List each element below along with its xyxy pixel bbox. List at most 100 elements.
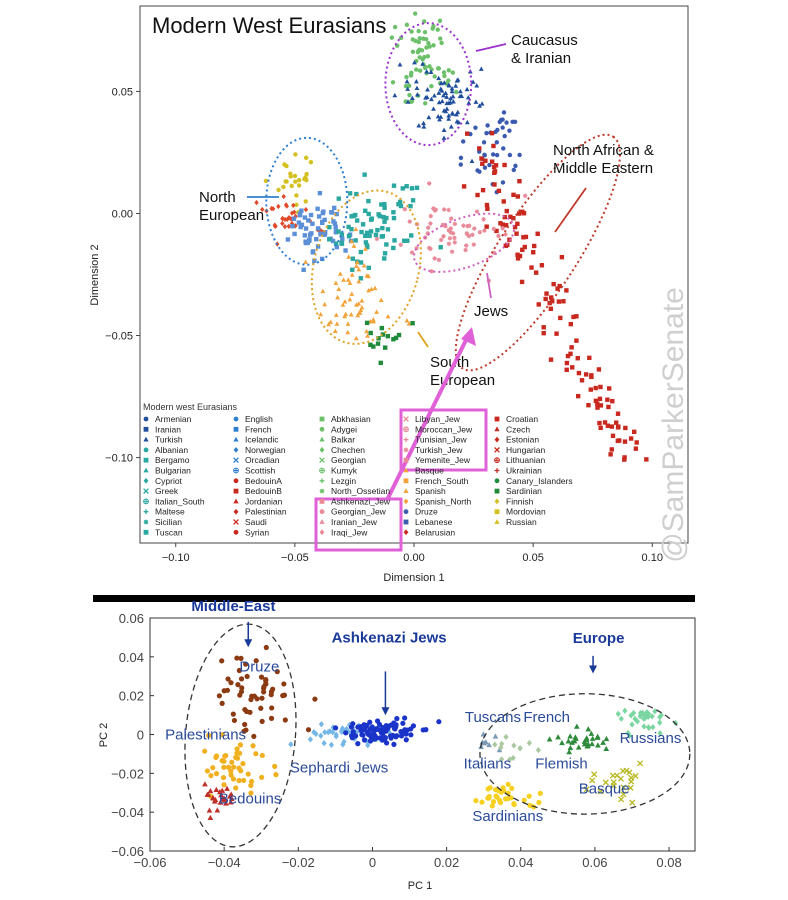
top-point: [410, 320, 415, 326]
top-point: [597, 420, 602, 426]
top-point: [605, 423, 611, 428]
bottom-point: [507, 756, 513, 763]
top-point: [503, 232, 508, 237]
top-legend-label: Greek: [155, 486, 179, 496]
bottom-point: [374, 725, 380, 732]
bottom-point: [217, 799, 224, 805]
top-cluster-label: North European: [199, 189, 264, 224]
top-point: [381, 214, 386, 220]
top-point: [376, 336, 381, 341]
bottom-point: [492, 741, 498, 748]
top-point: [346, 224, 351, 230]
top-point: [515, 256, 521, 261]
top-point: [391, 183, 397, 188]
top-point: [515, 252, 520, 257]
top-point: [276, 203, 281, 210]
bottom-point: [585, 726, 592, 732]
top-point: [355, 312, 361, 318]
bottom-point: [243, 727, 249, 733]
top-point: [502, 133, 507, 139]
top-point: [441, 135, 447, 140]
top-point: [441, 80, 447, 85]
top-point: [284, 163, 289, 169]
bottom-point: [281, 692, 288, 698]
top-point: [354, 259, 360, 265]
top-point: [564, 288, 569, 293]
bottom-x-tick-label: 0: [369, 855, 376, 870]
bottom-point: [629, 799, 636, 806]
top-x-tick-label: −0.10: [162, 552, 190, 564]
highlight-arrow-head: [461, 327, 476, 346]
top-point: [393, 335, 399, 341]
top-point: [353, 238, 358, 243]
top-point: [628, 436, 634, 441]
top-cluster-pointer: [417, 331, 429, 348]
top-legend-marker: [143, 426, 149, 432]
bottom-point: [207, 787, 214, 794]
top-legend-label: Albanian: [155, 445, 188, 455]
top-legend-marker: [319, 499, 325, 504]
top-point: [406, 321, 412, 326]
bottom-point: [622, 707, 628, 714]
top-point: [432, 208, 438, 213]
top-point: [457, 88, 463, 94]
bottom-point: [223, 752, 229, 759]
top-point: [337, 271, 343, 276]
bottom-point: [348, 724, 354, 730]
top-point: [551, 281, 556, 287]
bottom-group-label: Basque: [579, 781, 630, 798]
top-point: [429, 269, 434, 274]
top-legend-label: Adygei: [331, 424, 357, 434]
bottom-point: [646, 724, 652, 732]
top-legend-marker: [319, 436, 325, 442]
top-point: [289, 183, 294, 189]
bottom-point: [394, 716, 400, 722]
top-point: [347, 280, 353, 285]
top-legend-marker: [143, 447, 149, 453]
bottom-point: [650, 723, 656, 731]
top-legend-marker: [319, 447, 325, 453]
bottom-group-label: Russians: [620, 730, 682, 747]
top-point: [622, 455, 627, 460]
bottom-point: [240, 761, 246, 767]
top-point: [511, 192, 516, 198]
bottom-point: [361, 737, 368, 743]
bottom-point: [236, 667, 242, 674]
bottom-point: [603, 735, 610, 742]
bottom-point: [368, 734, 374, 740]
top-point: [610, 398, 615, 404]
top-point: [575, 356, 580, 361]
bottom-point: [555, 734, 561, 740]
top-point: [504, 120, 509, 125]
top-point: [354, 191, 359, 197]
top-legend-label: Tuscan: [155, 527, 183, 537]
top-point: [303, 259, 309, 264]
top-cluster-ellipse: [384, 22, 473, 147]
top-point: [517, 152, 522, 158]
bottom-point: [219, 700, 225, 706]
bottom-point: [242, 706, 248, 713]
top-point: [503, 243, 508, 249]
top-point: [342, 299, 348, 304]
top-point: [464, 86, 470, 92]
top-point: [385, 313, 391, 319]
top-point: [315, 206, 320, 212]
top-legend-label: Sicilian: [155, 517, 182, 527]
bottom-point: [483, 739, 489, 745]
top-point: [409, 95, 415, 101]
bottom-point: [479, 799, 485, 805]
top-point: [610, 433, 616, 439]
top-cluster-pointer: [554, 187, 587, 233]
bottom-point: [566, 749, 573, 755]
bottom-point: [223, 800, 229, 806]
top-point: [548, 357, 554, 362]
group-pointer-arrowhead: [381, 707, 390, 716]
bottom-point: [210, 765, 216, 771]
bottom-point: [615, 710, 621, 717]
bottom-point: [410, 723, 417, 729]
top-cluster-ellipse: [310, 189, 422, 345]
top-point: [463, 247, 468, 253]
bottom-group-label: Ashkenazi Jews: [332, 629, 447, 646]
top-point: [555, 286, 560, 291]
bottom-point: [305, 727, 312, 733]
